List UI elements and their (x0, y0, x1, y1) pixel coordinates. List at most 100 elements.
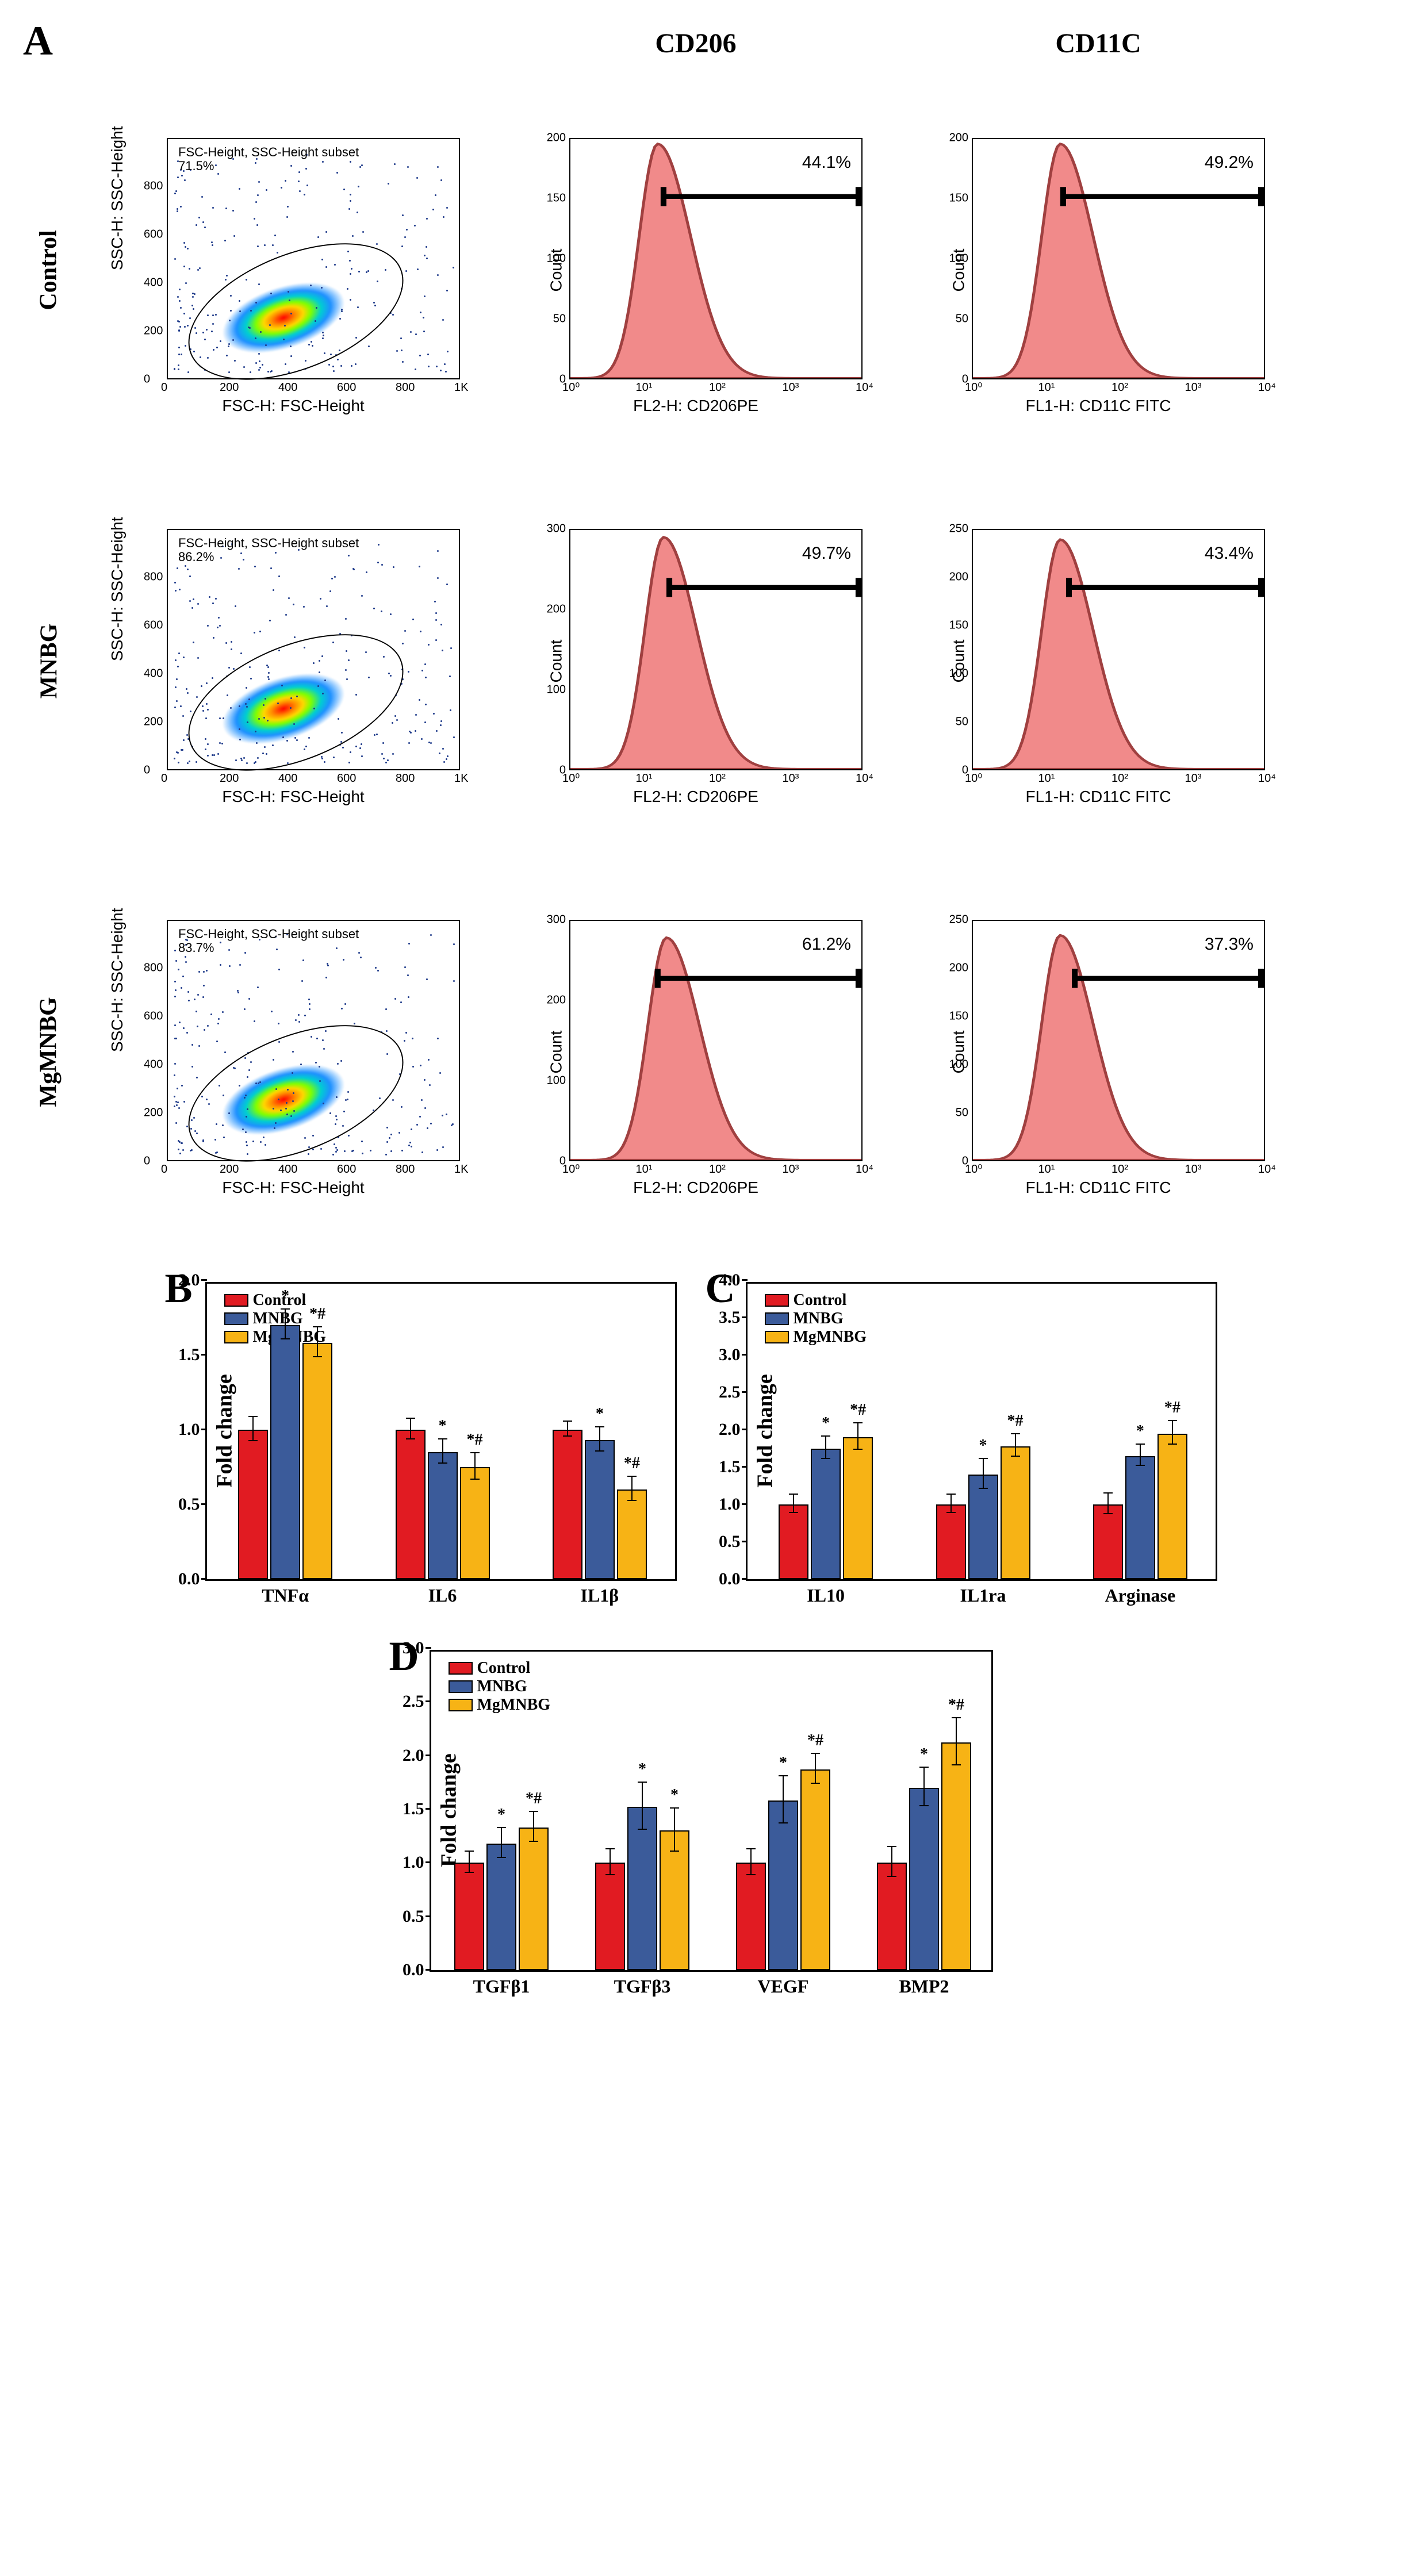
x-axis-label: FL1-H: CD11C FITC (1025, 397, 1171, 415)
x-tick-label: TGFβ1 (473, 1970, 530, 1997)
bar-group: **# (454, 1828, 549, 1970)
panel-a-row-label: MNBG (35, 624, 63, 699)
panels-bc-row: BFold change0.00.51.01.52.0ControlMNBGMg… (23, 1282, 1399, 1581)
bar-group: **# (1093, 1434, 1187, 1580)
bar: *# (843, 1437, 873, 1579)
significance-marker: * (638, 1760, 646, 1779)
bar: *# (941, 1742, 971, 1970)
histogram-plot: 37.3%05010015020025010⁰10¹10²10³10⁴FL1-H… (920, 897, 1277, 1207)
x-tick-label: IL1ra (960, 1579, 1006, 1606)
legend-item: MNBG (449, 1677, 551, 1696)
panel-d: DFold change0.00.51.01.52.02.53.0Control… (430, 1650, 993, 1972)
panel-a-col-header: CD11C (1055, 28, 1141, 59)
significance-marker: * (920, 1745, 928, 1764)
bar: *# (1157, 1434, 1187, 1580)
significance-marker: *# (850, 1401, 866, 1419)
bar-group: **# (779, 1437, 873, 1579)
bar (238, 1430, 268, 1579)
x-axis-label: FL2-H: CD206PE (633, 397, 758, 415)
significance-marker: * (439, 1417, 447, 1435)
y-axis-label: SSC-H: SSC-Height (108, 908, 127, 1052)
y-axis-label: Fold change (212, 1374, 237, 1487)
significance-marker: *# (807, 1732, 823, 1750)
y-axis-label: Count (547, 640, 565, 683)
legend: ControlMNBGMgMNBG (443, 1656, 557, 1718)
bar: *# (800, 1769, 830, 1970)
panel-a-col-header: CD206 (655, 28, 736, 59)
y-axis-label: Count (949, 640, 968, 683)
legend-item: Control (449, 1659, 551, 1677)
gate-pct: 71.5% (178, 159, 214, 174)
histogram-plot: 43.4%05010015020025010⁰10¹10²10³10⁴FL1-H… (920, 506, 1277, 816)
bar-group: **# (877, 1742, 971, 1970)
significance-marker: * (596, 1405, 604, 1423)
x-tick-label: TNFα (262, 1579, 309, 1606)
significance-marker: * (822, 1414, 830, 1433)
significance-marker: *# (467, 1431, 483, 1449)
hist-pct: 49.7% (802, 544, 851, 563)
bar (1093, 1504, 1123, 1579)
histogram-plot: 49.7%010020030010⁰10¹10²10³10⁴FL2-H: CD2… (518, 506, 874, 816)
y-axis-label: Count (547, 1031, 565, 1074)
y-axis-label: SSC-H: SSC-Height (108, 126, 127, 270)
hist-pct: 49.2% (1205, 153, 1254, 172)
panel-b: BFold change0.00.51.01.52.0ControlMNBGMg… (205, 1282, 677, 1581)
x-axis-label: FSC-H: FSC-Height (222, 788, 364, 806)
significance-marker: *# (1007, 1412, 1024, 1430)
y-axis-label: Count (949, 1031, 968, 1074)
bar-group: **# (238, 1325, 332, 1579)
histogram-plot: 49.2%05010015020010⁰10¹10²10³10⁴FL1-H: C… (920, 115, 1277, 425)
bar: * (1125, 1456, 1155, 1580)
legend-item: Control (765, 1291, 867, 1310)
significance-marker: * (670, 1786, 679, 1805)
bar: *# (460, 1467, 490, 1579)
hist-pct: 61.2% (802, 935, 851, 954)
significance-marker: *# (1164, 1399, 1180, 1417)
bar: *# (519, 1828, 549, 1970)
x-tick-label: Arginase (1105, 1579, 1176, 1606)
bar (936, 1504, 966, 1579)
x-tick-label: IL6 (428, 1579, 457, 1606)
y-axis-label: Fold change (752, 1374, 777, 1487)
bar-chart: Fold change0.00.51.01.52.0ControlMNBGMgM… (205, 1282, 677, 1581)
y-axis-label: Count (949, 249, 968, 292)
bar: * (909, 1788, 939, 1970)
gate-pct: 86.2% (178, 550, 214, 565)
bar (736, 1863, 766, 1970)
panel-a: A CD206CD11CControlFSC-Height, SSC-Heigh… (23, 23, 1399, 1236)
bar: * (428, 1452, 458, 1579)
legend-item: MgMNBG (449, 1696, 551, 1714)
panel-a-letter: A (23, 17, 53, 65)
hist-pct: 37.3% (1205, 935, 1254, 954)
x-axis-label: FSC-H: FSC-Height (222, 397, 364, 415)
significance-marker: * (1136, 1422, 1144, 1441)
bar-chart: Fold change0.00.51.01.52.02.53.03.54.0Co… (746, 1282, 1217, 1581)
y-axis-label: SSC-H: SSC-Height (108, 517, 127, 661)
figure: A CD206CD11CControlFSC-Height, SSC-Heigh… (23, 23, 1399, 1972)
scatter-plot: FSC-Height, SSC-Height subset83.7%020040… (115, 897, 472, 1207)
bar-chart: Fold change0.00.51.01.52.02.53.0ControlM… (430, 1650, 993, 1972)
bar (396, 1430, 426, 1579)
bar (779, 1504, 808, 1579)
bar: *# (302, 1343, 332, 1579)
x-axis-label: FL1-H: CD11C FITC (1025, 788, 1171, 806)
bar-group: ** (595, 1807, 689, 1970)
bar: * (768, 1800, 798, 1970)
x-axis-label: FL2-H: CD206PE (633, 788, 758, 806)
panel-d-row: DFold change0.00.51.01.52.02.53.0Control… (23, 1650, 1399, 1972)
scatter-plot: FSC-Height, SSC-Height subset71.5%020040… (115, 115, 472, 425)
gate-name: FSC-Height, SSC-Height subset (178, 927, 359, 942)
bar: * (270, 1325, 300, 1579)
hist-pct: 44.1% (802, 153, 851, 172)
significance-marker: *# (624, 1454, 640, 1473)
bar-group: **# (553, 1430, 647, 1579)
significance-marker: *# (309, 1305, 325, 1323)
x-tick-label: IL10 (807, 1579, 845, 1606)
bar: * (660, 1830, 689, 1970)
bar: * (627, 1807, 657, 1970)
x-tick-label: TGFβ3 (614, 1970, 671, 1997)
bar (877, 1863, 907, 1970)
scatter-plot: FSC-Height, SSC-Height subset86.2%020040… (115, 506, 472, 816)
gate-name: FSC-Height, SSC-Height subset (178, 145, 359, 160)
x-tick-label: VEGF (758, 1970, 809, 1997)
